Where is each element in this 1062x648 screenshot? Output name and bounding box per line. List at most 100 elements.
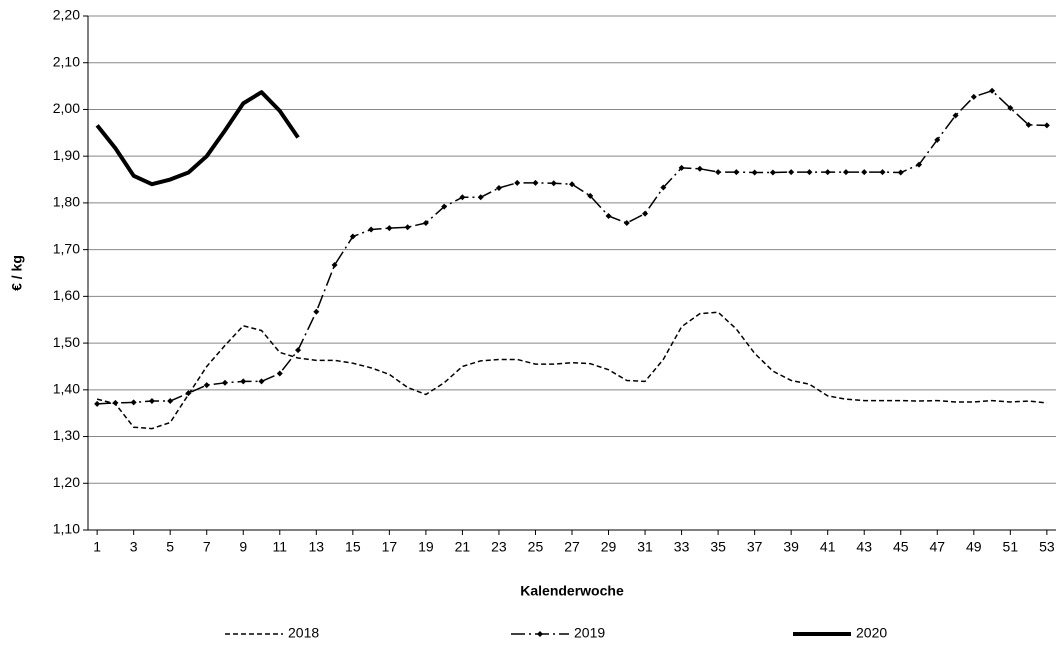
y-tick-label: 1,80 — [53, 194, 80, 210]
y-tick-label: 1,20 — [53, 474, 80, 490]
marker — [331, 262, 338, 269]
marker — [989, 87, 996, 94]
x-tick-label: 15 — [345, 539, 361, 555]
marker — [916, 161, 923, 168]
series-line — [96, 311, 1047, 430]
x-tick-label: 19 — [418, 539, 434, 555]
x-tick-label: 45 — [893, 539, 909, 555]
x-axis-label: Kalenderwoche — [520, 583, 624, 599]
x-tick-label: 35 — [710, 539, 726, 555]
x-tick-label: 33 — [674, 539, 690, 555]
marker — [313, 308, 320, 315]
marker — [952, 112, 959, 119]
x-tick-label: 21 — [455, 539, 471, 555]
marker — [788, 169, 795, 176]
x-tick-label: 1 — [93, 539, 101, 555]
marker — [569, 181, 575, 188]
marker — [970, 93, 977, 100]
x-tick-label: 5 — [166, 539, 174, 555]
marker — [696, 165, 703, 172]
x-tick-label: 47 — [929, 539, 945, 555]
marker — [842, 169, 849, 176]
x-tick-label: 17 — [382, 539, 398, 555]
marker — [386, 225, 393, 232]
marker — [221, 379, 228, 386]
y-tick-label: 2,10 — [53, 53, 80, 69]
y-tick-label: 2,20 — [53, 7, 80, 23]
marker — [404, 224, 411, 231]
marker — [240, 378, 247, 385]
x-tick-label: 43 — [856, 539, 872, 555]
y-tick-label: 1,30 — [53, 427, 80, 443]
marker — [349, 233, 356, 240]
legend-label: 2020 — [856, 625, 887, 641]
marker — [148, 398, 155, 405]
marker — [733, 169, 740, 176]
y-axis-label: € / kg — [9, 255, 25, 291]
marker — [94, 400, 101, 407]
marker — [1007, 105, 1014, 112]
marker — [295, 347, 302, 354]
marker — [495, 184, 502, 191]
marker — [185, 390, 192, 397]
x-tick-label: 23 — [491, 539, 507, 555]
marker — [751, 169, 758, 176]
x-tick-label: 39 — [783, 539, 799, 555]
marker — [167, 398, 174, 405]
marker — [715, 169, 722, 176]
x-tick-label: 37 — [747, 539, 763, 555]
marker — [806, 169, 813, 176]
marker — [678, 164, 685, 171]
legend-label: 2019 — [574, 625, 605, 641]
marker — [879, 169, 886, 176]
marker — [824, 169, 831, 176]
marker — [861, 169, 868, 176]
marker — [532, 179, 539, 186]
y-tick-label: 1,50 — [53, 334, 80, 350]
marker — [422, 220, 429, 227]
x-tick-label: 25 — [528, 539, 544, 555]
x-tick-label: 49 — [966, 539, 982, 555]
marker — [642, 210, 649, 217]
marker — [459, 194, 466, 201]
marker — [587, 192, 594, 199]
marker — [934, 136, 941, 143]
y-tick-label: 1,70 — [53, 240, 80, 256]
x-tick-label: 53 — [1039, 539, 1055, 555]
y-tick-label: 1,40 — [53, 381, 80, 397]
x-tick-label: 13 — [309, 539, 325, 555]
x-tick-label: 51 — [1003, 539, 1019, 555]
marker — [368, 226, 375, 233]
marker — [203, 382, 210, 389]
marker — [1025, 121, 1032, 128]
marker — [623, 220, 630, 227]
legend-marker — [537, 631, 543, 637]
marker — [477, 194, 484, 201]
marker — [276, 370, 283, 377]
marker — [1043, 122, 1050, 129]
x-tick-label: 27 — [564, 539, 580, 555]
marker — [441, 203, 448, 210]
x-tick-label: 3 — [130, 539, 138, 555]
x-tick-label: 31 — [637, 539, 653, 555]
series-line — [95, 90, 300, 187]
x-tick-label: 29 — [601, 539, 617, 555]
legend-label: 2018 — [288, 625, 319, 641]
marker — [514, 179, 521, 186]
x-tick-label: 7 — [203, 539, 211, 555]
y-tick-label: 1,60 — [53, 287, 80, 303]
x-tick-label: 41 — [820, 539, 836, 555]
marker — [605, 212, 612, 219]
marker — [258, 378, 265, 385]
marker — [769, 169, 776, 176]
marker — [130, 399, 137, 406]
x-tick-label: 9 — [239, 539, 247, 555]
marker — [660, 184, 667, 191]
y-tick-label: 1,10 — [53, 521, 80, 537]
marker — [897, 169, 904, 176]
x-tick-label: 11 — [273, 539, 288, 555]
y-tick-label: 1,90 — [53, 147, 80, 163]
series-line — [97, 90, 1047, 405]
marker — [550, 180, 557, 187]
